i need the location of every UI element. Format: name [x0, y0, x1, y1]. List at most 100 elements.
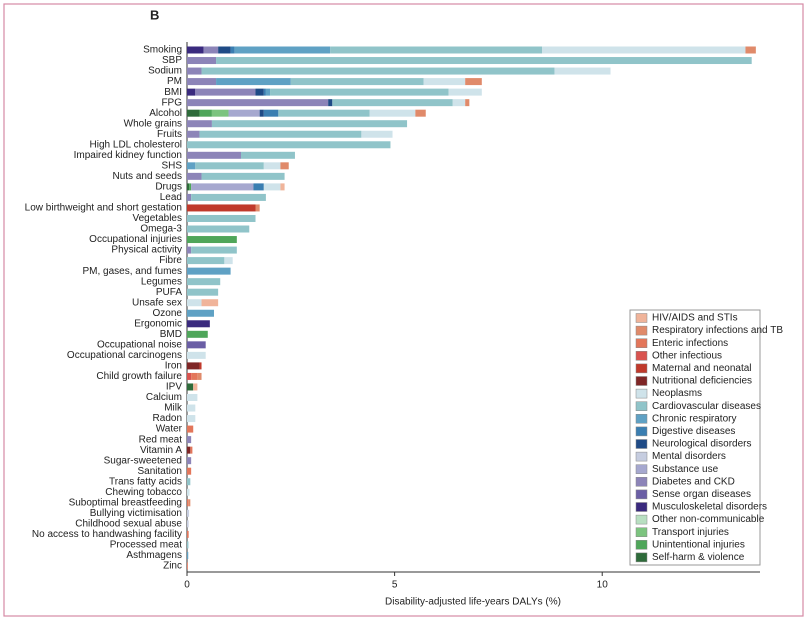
legend-label: Enteric infections: [652, 338, 728, 349]
bar-segment: [255, 204, 260, 212]
y-tick-label: Drugs: [155, 182, 182, 193]
legend-label: Self-harm & violence: [652, 552, 745, 563]
y-tick-label: Sanitation: [138, 466, 182, 477]
bar-segment: [187, 162, 196, 170]
y-tick-label: Vegetables: [133, 213, 183, 224]
bar-segment: [187, 183, 190, 191]
y-tick-label: Red meat: [139, 434, 183, 445]
bar-segment: [230, 46, 235, 54]
y-tick-label: Radon: [153, 413, 182, 424]
bar-segment: [195, 88, 256, 96]
y-tick-label: Lead: [160, 192, 182, 203]
y-tick-label: Omega-3: [140, 224, 182, 235]
bar-segment: [542, 46, 746, 54]
bar-segment: [187, 172, 202, 180]
bar-segment: [187, 330, 208, 338]
bar-segment: [330, 46, 543, 54]
bar-segment: [465, 78, 482, 86]
bar-segment: [187, 446, 191, 454]
legend-label: Respiratory infections and TB: [652, 325, 783, 336]
legend-swatch: [635, 477, 648, 487]
bar-segment: [187, 499, 189, 507]
y-tick-label: Asthmagens: [126, 550, 182, 561]
y-tick-label: Fruits: [157, 129, 182, 140]
bar-segment: [187, 193, 192, 201]
y-tick-label: Ergonomic: [134, 318, 182, 329]
bar-segment: [199, 362, 202, 370]
x-tick-label: 10: [597, 580, 609, 591]
bar-segment: [187, 551, 189, 559]
bar-segment: [187, 467, 192, 475]
bar-segment: [263, 109, 279, 117]
legend-swatch: [635, 514, 648, 525]
bar-segment: [423, 78, 466, 86]
bar-segment: [189, 183, 192, 191]
y-tick-label: Ozone: [153, 308, 183, 319]
bar-segment: [187, 99, 329, 107]
bar-segment: [188, 541, 190, 549]
y-tick-label: BMD: [160, 329, 182, 340]
bar-segment: [187, 46, 204, 54]
bar-segment: [187, 415, 196, 423]
bar-segment: [448, 88, 482, 96]
legend-label: Cardiovascular diseases: [652, 401, 761, 412]
bar-segment: [228, 109, 260, 117]
bar-segment: [203, 46, 219, 54]
bar-segment: [211, 109, 229, 117]
bar-segment: [187, 530, 189, 538]
y-tick-label: Water: [156, 424, 183, 435]
y-tick-label: Whole grains: [124, 118, 182, 129]
bar-segment: [199, 130, 362, 138]
y-tick-label: Bullying victimisation: [90, 508, 182, 519]
bar-segment: [193, 383, 198, 391]
legend-label: Sense organ diseases: [652, 489, 751, 500]
y-tick-label: Zinc: [163, 561, 182, 572]
y-tick-label: Low birthweight and short gestation: [25, 203, 182, 214]
legend-label: Nutritional deficiencies: [652, 376, 752, 387]
bar-segment: [369, 109, 416, 117]
bar-segment: [187, 151, 241, 159]
bar-segment: [187, 404, 196, 412]
legend-label: Other non-communicable: [652, 514, 765, 525]
bar-segment: [190, 446, 193, 454]
y-tick-label: Occupational carcinogens: [67, 350, 182, 361]
bar-segment: [187, 436, 192, 444]
y-tick-label: Chewing tobacco: [105, 487, 182, 498]
legend-swatch: [635, 426, 648, 437]
y-tick-label: Processed meat: [110, 540, 182, 551]
bar-segment: [195, 162, 264, 170]
bar-segment: [187, 214, 256, 222]
y-tick-label: Calcium: [146, 392, 182, 403]
bar-segment: [280, 162, 289, 170]
y-tick-label: SHS: [161, 160, 182, 171]
bar-segment: [187, 88, 196, 96]
bar-segment: [201, 67, 555, 75]
y-tick-label: BMI: [164, 87, 182, 98]
legend-swatch: [635, 502, 648, 512]
bar-segment: [191, 246, 237, 254]
bar-segment: [187, 299, 202, 307]
bar-segment: [188, 499, 191, 507]
legend-swatch: [635, 401, 648, 411]
x-tick-label: 0: [184, 580, 190, 591]
bar-segment: [187, 488, 190, 496]
x-axis-label: Disability-adjusted life-years DALYs (%): [385, 597, 561, 608]
y-tick-label: Occupational injuries: [89, 234, 182, 245]
bar-segment: [187, 509, 190, 517]
bar-segment: [465, 99, 470, 107]
bar-segment: [278, 109, 370, 117]
bar-segment: [187, 67, 202, 75]
bar-segment: [187, 383, 194, 391]
y-tick-label: PM: [167, 76, 182, 87]
bar-segment: [280, 183, 285, 191]
bar-segment: [187, 562, 188, 570]
y-tick-label: PM, gases, and fumes: [83, 266, 183, 277]
bar-segment: [187, 120, 212, 128]
bar-segment: [361, 130, 393, 138]
legend-swatch: [635, 363, 648, 374]
legend-label: Chronic respiratory: [652, 413, 736, 424]
bar-segment: [263, 88, 266, 96]
legend-label: HIV/AIDS and STIs: [652, 313, 738, 324]
bar-segment: [201, 299, 219, 307]
y-tick-label: PUFA: [156, 287, 182, 298]
